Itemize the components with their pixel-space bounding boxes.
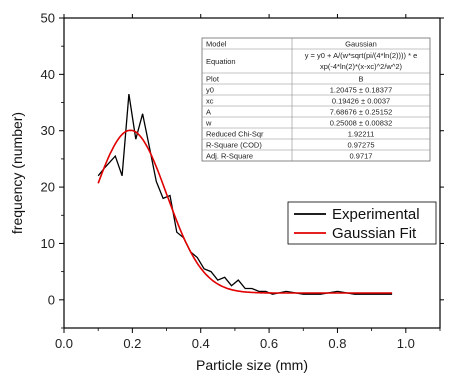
fit-table-equation-line1: y = y0 + A/(w*sqrt(pi/(4*ln(2)))) * e <box>305 51 418 60</box>
y-tick-label: 40 <box>41 67 55 82</box>
legend-box <box>287 201 437 245</box>
legend: Experimental Gaussian Fit <box>287 201 437 245</box>
y-tick-label: 20 <box>41 180 55 195</box>
x-tick-label: 0.6 <box>260 336 278 351</box>
fit-table-value: 0.25008 ± 0.00832 <box>330 119 393 128</box>
y-tick-label: 0 <box>48 292 55 307</box>
y-tick-label: 30 <box>41 123 55 138</box>
fit-table-key: R-Square (COD) <box>206 141 262 150</box>
fit-table-value: 1.92211 <box>348 130 375 139</box>
fit-table-key: xc <box>206 97 214 106</box>
fit-table-value: 0.19426 ± 0.0037 <box>332 97 390 106</box>
fit-table-key: Plot <box>206 75 220 84</box>
fit-table-value: 7.68676 ± 0.25152 <box>330 108 393 117</box>
legend-label: Experimental <box>332 206 420 223</box>
x-tick-label: 0.0 <box>55 336 73 351</box>
fit-table-key: Reduced Chi-Sqr <box>206 130 264 139</box>
fit-table-key: Equation <box>206 57 236 66</box>
axes: 0.0 0.2 0.4 0.6 0.8 1.0 0 10 20 30 40 50 <box>41 11 444 351</box>
x-tick-label: 0.2 <box>123 336 141 351</box>
fit-table-frame <box>201 37 431 162</box>
fit-table-key: A <box>206 108 211 117</box>
fit-table-key: y0 <box>206 86 214 95</box>
fit-table-key: w <box>205 119 212 128</box>
fit-table-value: 1.20475 ± 0.18377 <box>330 86 393 95</box>
x-tick-label: 0.4 <box>192 336 210 351</box>
series-gaussian-fit-line <box>97 129 393 294</box>
fit-table-value: 0.9717 <box>350 152 373 161</box>
fit-table-equation-line2: xp(-4*ln(2)*(x-xc)^2/w^2) <box>320 62 403 71</box>
fit-table-key: Adj. R-Square <box>206 152 253 161</box>
fit-results-table: Model Gaussian Equation y = y0 + A/(w*sqrt(… <box>201 37 431 162</box>
fit-table-value: Gaussian <box>345 40 377 49</box>
x-tick-label: 1.0 <box>397 336 415 351</box>
plot-frame <box>63 17 441 329</box>
x-axis-label: Particle size (mm) <box>196 357 308 373</box>
x-tick-label: 0.8 <box>328 336 346 351</box>
y-tick-label: 50 <box>41 11 55 26</box>
fit-table-value: 0.97275 <box>347 141 374 150</box>
y-tick-label: 10 <box>41 236 55 251</box>
fit-table-key: Model <box>206 40 227 49</box>
fit-table-value: B <box>358 75 363 84</box>
axis-labels: Particle size (mm) frequency (number) <box>9 112 308 373</box>
legend-label: Gaussian Fit <box>332 225 417 242</box>
series-layer <box>97 94 393 295</box>
y-axis-label: frequency (number) <box>9 112 25 234</box>
